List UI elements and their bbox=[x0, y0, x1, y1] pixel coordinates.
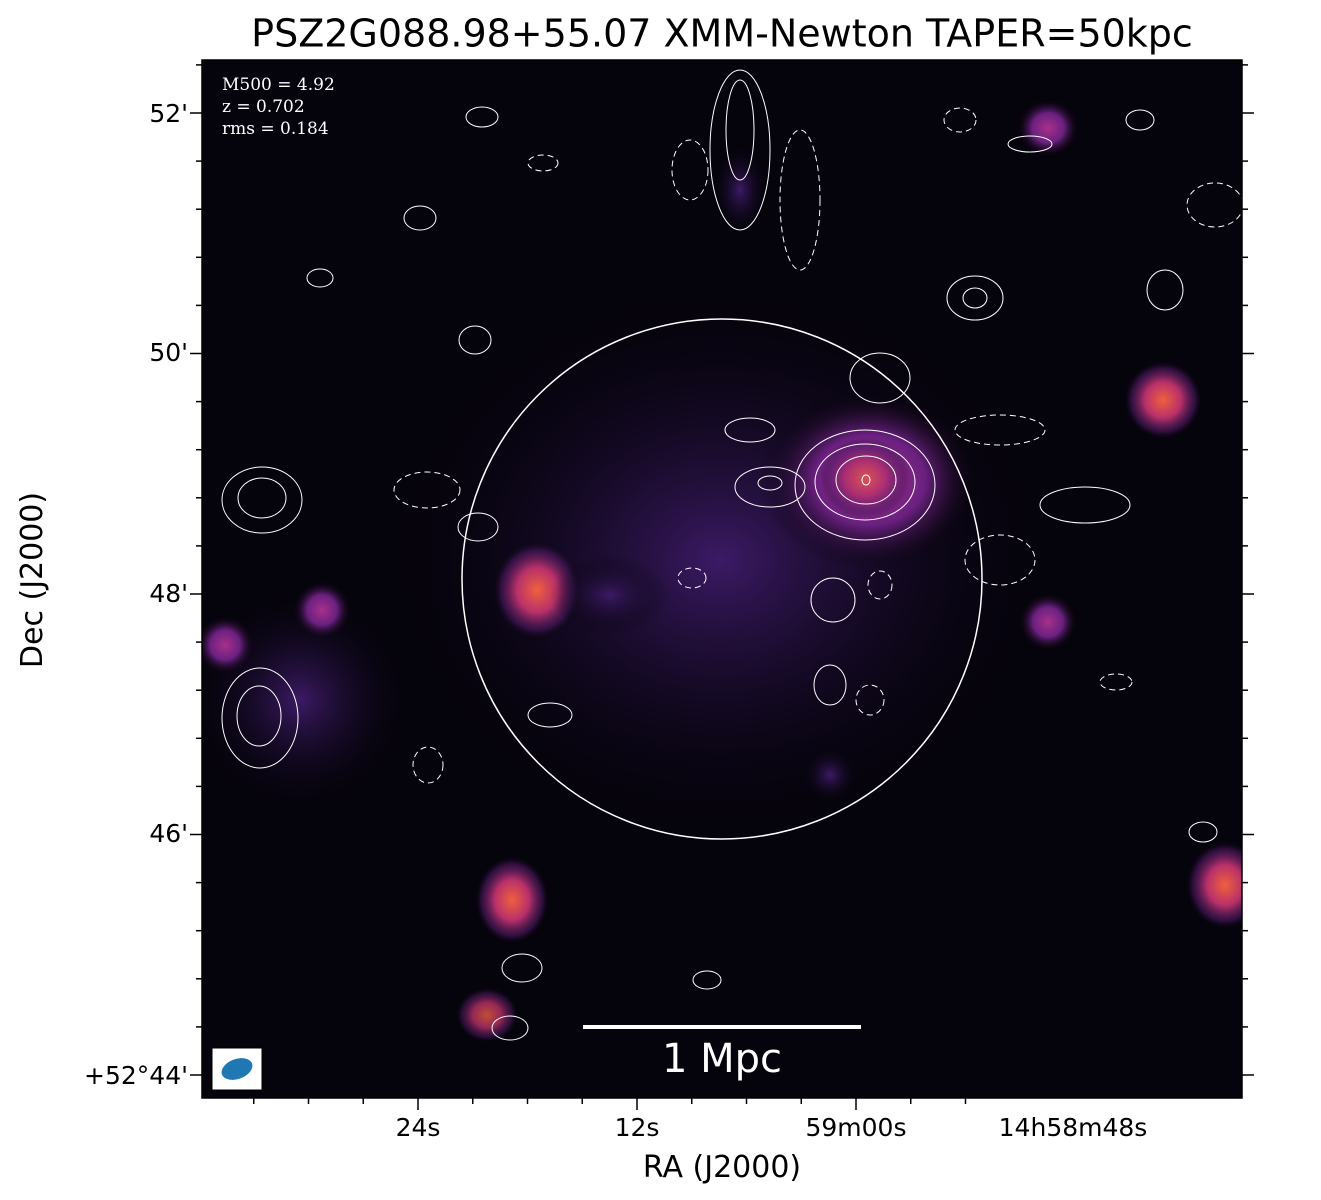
frame bbox=[201, 59, 1243, 1099]
annotation: M500 = 4.92 bbox=[222, 75, 335, 95]
y-tick-label: 52' bbox=[149, 99, 188, 128]
scale-bar-label: 1 Mpc bbox=[662, 1036, 782, 1082]
title: PSZ2G088.98+55.07 XMM-Newton TAPER=50kpc bbox=[251, 12, 1193, 56]
image bbox=[202, 60, 1242, 1098]
y-axis-label: Dec (J2000) bbox=[15, 492, 50, 668]
annotation: z = 0.702 bbox=[222, 97, 305, 117]
x-tick-label: 59m00s bbox=[805, 1113, 906, 1142]
x-tick-label: 14h58m48s bbox=[999, 1113, 1148, 1142]
y-tick-label: 50' bbox=[149, 338, 188, 367]
annotation: rms = 0.184 bbox=[222, 119, 329, 139]
y-tick-label: 46' bbox=[149, 819, 188, 848]
beam bbox=[221, 1058, 253, 1080]
x-axis-label: RA (J2000) bbox=[643, 1150, 801, 1185]
x-tick-label: 12s bbox=[615, 1113, 660, 1142]
y-tick-label: +52°44' bbox=[84, 1061, 188, 1090]
x-tick-label: 24s bbox=[396, 1113, 441, 1142]
y-tick-label: 48' bbox=[149, 579, 188, 608]
